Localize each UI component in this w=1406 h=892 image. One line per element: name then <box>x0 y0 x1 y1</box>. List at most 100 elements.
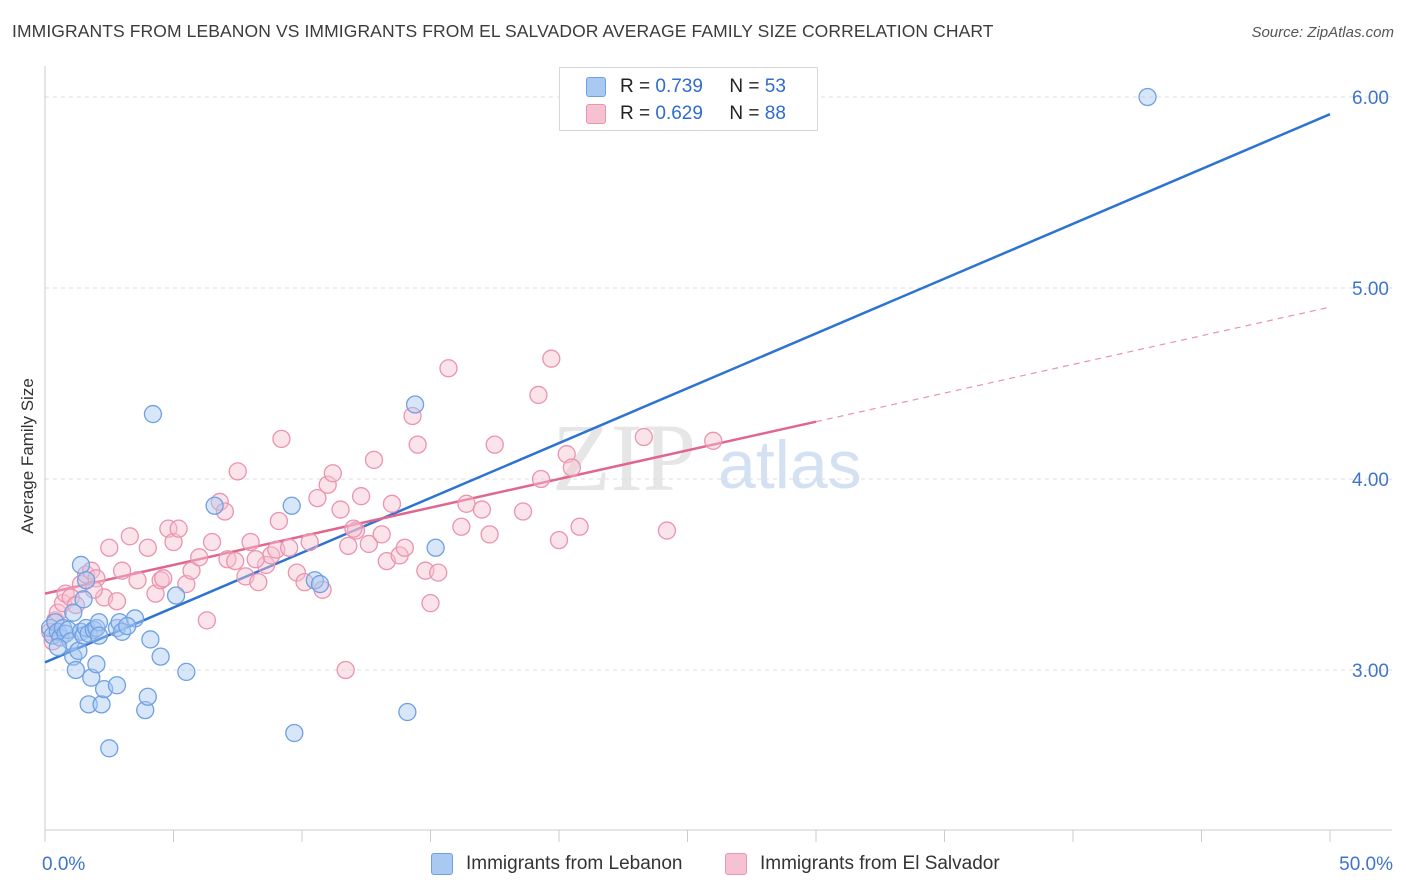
elsalvador-point <box>190 548 209 567</box>
watermark-atlas: atlas <box>718 427 862 503</box>
elsalvador-point <box>485 435 504 454</box>
elsalvador-trendline <box>44 420 817 595</box>
elsalvador-point <box>215 502 235 521</box>
elsalvador-point <box>256 555 276 575</box>
legend-item-elsalvador[interactable]: Immigrants from El Salvador <box>725 851 1000 877</box>
lebanon-point <box>310 574 330 594</box>
legend-item-lebanon[interactable]: Immigrants from Lebanon <box>431 851 683 877</box>
elsalvador-point <box>120 527 139 546</box>
elsalvador-point <box>272 429 291 449</box>
lebanon-point <box>64 603 83 622</box>
elsalvador-point <box>346 521 366 540</box>
lebanon-point <box>426 538 445 557</box>
lebanon-point <box>118 616 137 636</box>
elsalvador-point <box>269 511 289 531</box>
lebanon-point <box>89 626 109 645</box>
elsalvador-point <box>112 561 132 580</box>
lebanon-point <box>136 700 155 720</box>
elsalvador-point <box>351 487 371 506</box>
elsalvador-point <box>344 519 363 538</box>
elsalvador-point <box>634 427 653 447</box>
elsalvador-point <box>169 519 188 538</box>
elsalvador-point <box>472 500 492 519</box>
elsalvador-point <box>249 572 268 592</box>
elsalvador-point <box>557 445 576 464</box>
lebanon-point <box>138 687 157 706</box>
lebanon-point <box>71 555 91 575</box>
n-label: N = <box>729 76 760 97</box>
elsalvador-point <box>657 521 677 540</box>
lebanon-legend-label: Immigrants from Lebanon <box>466 853 683 874</box>
y-tick-label: 3.00 <box>1352 661 1389 682</box>
elsalvador-point <box>146 584 165 603</box>
elsalvador-point <box>318 475 337 494</box>
elsalvador-point <box>529 385 548 405</box>
elsalvador-point <box>300 532 319 552</box>
elsalvador-swatch <box>586 104 606 124</box>
elsalvador-point <box>246 550 265 569</box>
data-points <box>40 87 1157 758</box>
lebanon-point <box>125 609 145 628</box>
lebanon-point <box>48 637 67 657</box>
elsalvador-point <box>323 464 342 483</box>
lebanon-point <box>143 404 163 424</box>
elsalvador-point <box>154 569 173 588</box>
elsalvador-point <box>228 462 247 481</box>
lebanon-point <box>282 496 301 515</box>
lebanon-point <box>398 702 417 722</box>
elsalvador-legend-swatch <box>725 853 747 875</box>
elsalvador-point <box>339 536 358 555</box>
lebanon-point <box>112 622 132 641</box>
elsalvador-point <box>542 349 561 368</box>
elsalvador-point <box>531 469 551 489</box>
lebanon-point <box>177 662 196 682</box>
lebanon-legend-swatch <box>431 853 453 875</box>
lebanon-point <box>100 739 119 758</box>
elsalvador-point <box>403 406 422 426</box>
elsalvador-point <box>372 525 391 544</box>
lebanon-point <box>64 647 83 666</box>
x-tick-label-max: 50.0% <box>1339 854 1393 875</box>
lebanon-point <box>74 590 93 609</box>
lebanon-point <box>107 676 127 695</box>
lebanon-point <box>285 723 304 743</box>
lebanon-point <box>79 695 98 714</box>
lebanon-point <box>141 630 160 649</box>
watermark: ZIP atlas <box>552 404 862 511</box>
elsalvador-point <box>549 530 569 550</box>
lebanon-point <box>82 668 101 687</box>
watermark-zip: ZIP <box>552 404 696 511</box>
x-tick-label-min: 0.0% <box>42 854 85 875</box>
elsalvador-point <box>128 571 147 590</box>
y-tick-label: 5.00 <box>1352 279 1389 300</box>
elsalvador-point <box>570 517 589 536</box>
y-tick-label: 6.00 <box>1352 88 1389 109</box>
r-label: R = <box>620 76 651 97</box>
lebanon-point <box>1138 87 1157 107</box>
elsalvador-point <box>177 574 196 594</box>
legend-row-lebanon: R = 0.739 N = 53 <box>586 75 786 99</box>
elsalvador-point <box>359 534 378 554</box>
elsalvador-point <box>159 519 178 538</box>
lebanon-point <box>92 695 111 714</box>
stats-legend: R = 0.739 N = 53 R = 0.629 N = 88 <box>559 67 818 131</box>
elsalvador-point <box>421 594 440 613</box>
r-label: R = <box>620 103 651 124</box>
lebanon-point <box>166 586 186 605</box>
elsalvador-point <box>336 660 355 680</box>
elsalvador-point <box>480 525 499 544</box>
lebanon-point <box>205 496 224 515</box>
elsalvador-point <box>138 538 157 557</box>
elsalvador-point <box>704 431 723 450</box>
n-value: 53 <box>764 76 786 97</box>
lebanon-swatch <box>586 77 606 97</box>
elsalvador-point <box>331 500 350 519</box>
elsalvador-point <box>439 359 458 378</box>
lebanon-point <box>89 613 109 632</box>
elsalvador-point <box>241 532 260 552</box>
elsalvador-point <box>226 551 245 571</box>
elsalvador-point <box>382 494 402 513</box>
legend-row-elsalvador: R = 0.629 N = 88 <box>586 102 786 126</box>
lebanon-point <box>151 647 170 666</box>
